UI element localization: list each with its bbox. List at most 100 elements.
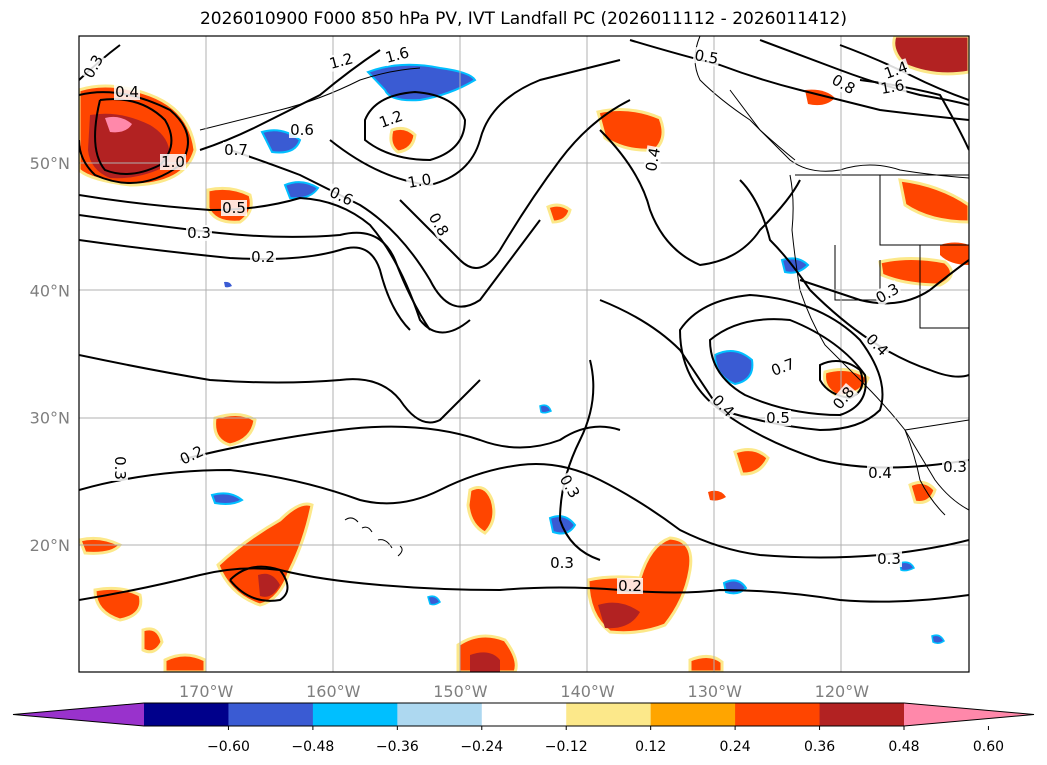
contour-label: 0.7: [224, 141, 248, 159]
contour-label-bg: [878, 76, 907, 98]
pos-blob-i: [213, 413, 257, 447]
pos-blob-r-core: [598, 602, 640, 629]
pos-blob-b: [389, 126, 417, 154]
contour-label: 0.3: [550, 554, 574, 572]
contour-04-west: [79, 354, 481, 424]
neg-blob-i: [427, 595, 441, 606]
contour-label-bg: [289, 122, 315, 138]
pos-blob-q-core: [470, 652, 500, 672]
contour-label-bg: [382, 44, 412, 67]
neg-blob-m: [224, 281, 232, 288]
contour-label-bg: [221, 200, 247, 216]
colorbar-swatch: [650, 703, 736, 726]
contour-label: 1.0: [161, 153, 185, 171]
neg-blob-l: [899, 561, 916, 572]
contour-label-bg: [828, 70, 859, 98]
contour-10: [329, 59, 621, 187]
colorbar-tick-label: −0.36: [376, 739, 419, 755]
contour-label: 0.4: [642, 146, 664, 173]
lat-tick-label: 30°N: [30, 409, 70, 428]
border-state-1: [879, 175, 969, 246]
colorbar-swatch: [144, 703, 229, 726]
negative-shading: [210, 63, 945, 645]
colorbar-swatch: [312, 703, 398, 726]
contour-label-bg: [876, 551, 902, 567]
longitude-labels: 170°W 160°W 150°W 140°W 130°W 120°W: [179, 682, 869, 701]
contour-label-bg: [160, 154, 186, 170]
colorbar-tick-label: −0.60: [207, 739, 250, 755]
lat-tick-label: 40°N: [30, 281, 70, 300]
colorbar-swatch: [735, 703, 821, 726]
contour-label-bg: [223, 142, 249, 158]
colorbar-tick-label: 0.60: [973, 739, 1004, 755]
colorbar-extend-low: [13, 703, 144, 726]
colorbar-outline: [12, 702, 1035, 727]
contour-label-bg: [326, 183, 357, 210]
colorbar-tick-label: −0.12: [545, 739, 588, 755]
contour-label-bg: [326, 50, 356, 73]
contour-labels: 0.30.41.2 1.61.20.60.71.00.50.30.20.61.00…: [80, 43, 968, 595]
contour-06-east-loop: [708, 318, 867, 417]
colorbar: −0.60 −0.48 −0.36 −0.24 −0.12 0.12 0.24 0.36 0.4…: [12, 702, 1035, 755]
contour-04-south: [179, 425, 621, 461]
contour-label-bg: [642, 145, 664, 174]
pos-blob-v: [940, 242, 969, 265]
map-frame: [78, 35, 970, 673]
contour-label: 0.3: [111, 456, 129, 480]
contour-label-bg: [176, 442, 207, 469]
lat-tick-label: 20°N: [30, 536, 70, 555]
border-state-3: [919, 245, 969, 329]
contour-label: 0.5: [693, 46, 720, 68]
contour-label-bg: [867, 465, 893, 481]
coast-us-west: [789, 174, 969, 511]
contour-02-west: [79, 239, 411, 331]
colorbar-tick-label: 0.48: [888, 739, 919, 755]
colorbar-swatch: [228, 703, 314, 726]
contour-label: 0.3: [943, 458, 967, 476]
pos-blob-l: [216, 502, 314, 607]
contour-label-bg: [708, 391, 738, 421]
pos-blob-p: [163, 653, 207, 672]
pos-blob-j: [733, 448, 770, 476]
contour-08: [399, 99, 631, 269]
contour-label: 0.6: [290, 121, 314, 139]
contour-03-south: [79, 463, 969, 559]
contour-04-coast: [739, 179, 969, 378]
contour-02-coast: [799, 259, 969, 305]
neg-blob-j: [539, 404, 552, 414]
contour-label: 0.2: [618, 577, 642, 595]
contour-label: 0.4: [115, 83, 139, 101]
lon-tick-label: 150°W: [433, 682, 488, 701]
colorbar-tick-label: 0.24: [720, 739, 751, 755]
pos-blob-nw-pink: [105, 116, 132, 133]
contour-08-east-loop: [819, 360, 864, 400]
contour-label-bg: [556, 471, 584, 502]
pos-blob-t: [908, 480, 937, 504]
aleutian-islands: [199, 67, 421, 131]
colorbar-swatch: [819, 703, 905, 726]
border-mexico: [904, 419, 969, 431]
hawaii: [344, 517, 403, 557]
contour-label-bg: [425, 209, 453, 240]
map-title: 2026010900 F000 850 hPa PV, IVT Landfall…: [199, 9, 847, 29]
map-background: [79, 36, 969, 672]
contour-06: [229, 149, 541, 308]
lon-tick-label: 130°W: [688, 682, 743, 701]
colorbar-extend-high: [904, 703, 1034, 726]
colorbar-swatch: [397, 703, 483, 726]
pos-blob-c: [596, 108, 665, 152]
contour-label: 0.3: [877, 550, 901, 568]
lon-tick-label: 170°W: [179, 682, 234, 701]
contour-label-bg: [881, 58, 911, 83]
contour-label-bg: [549, 555, 575, 571]
lon-tick-label: 160°W: [306, 682, 361, 701]
contour-12: [364, 90, 467, 162]
contour-label: 1.6: [879, 76, 906, 98]
contour-label: 0.4: [868, 464, 892, 482]
contour-02-loop: [229, 565, 289, 602]
lat-tick-label: 50°N: [30, 154, 70, 173]
contour-label: 0.5: [766, 409, 790, 427]
coast-bc: [729, 89, 796, 161]
contour-label: 1.2: [327, 49, 355, 73]
